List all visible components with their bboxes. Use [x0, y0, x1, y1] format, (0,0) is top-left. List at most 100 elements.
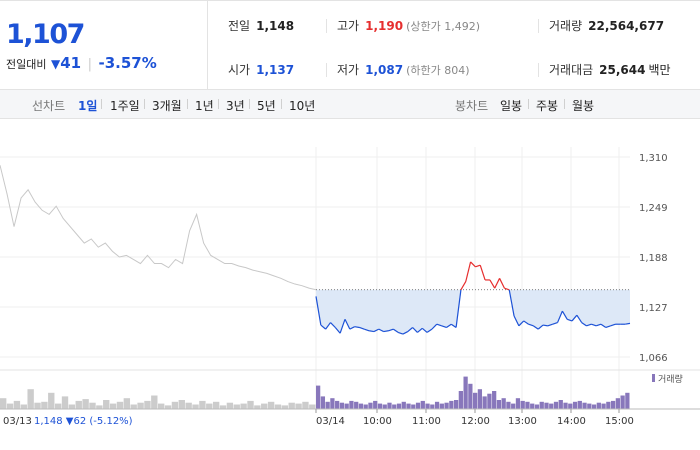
- today-line-segment: [407, 327, 414, 333]
- today-line-segment: [591, 323, 597, 327]
- prev-volume-bar: [219, 405, 227, 409]
- tab-daily-candle[interactable]: 일봉: [500, 99, 523, 113]
- tab-divider: [218, 99, 219, 109]
- today-line-segment: [625, 322, 631, 325]
- today-line-segment: [586, 323, 592, 327]
- prev-volume-bar: [54, 403, 62, 409]
- tab-divider: [144, 99, 145, 109]
- session-dividers: [315, 147, 620, 409]
- today-volume-bar: [425, 403, 430, 409]
- today-volume-bar: [430, 404, 435, 409]
- today-line-segment: [479, 265, 486, 281]
- prev-volume-bar: [171, 401, 179, 409]
- tab-weekly-candle[interactable]: 주봉: [536, 99, 559, 113]
- today-volume-bar: [335, 400, 340, 409]
- prev-volume-bar: [123, 398, 131, 409]
- today-line-segment: [533, 325, 539, 330]
- prev-volume-bar: [192, 404, 199, 409]
- today-volume-bar: [563, 402, 568, 409]
- today-line-segment: [315, 296, 322, 326]
- tab-10year[interactable]: 10년: [289, 99, 316, 113]
- volume-legend: 거래량: [652, 373, 683, 385]
- change-rate: -3.57%: [98, 54, 157, 72]
- tab-monthly-candle[interactable]: 월봉: [572, 99, 595, 113]
- today-line-segment: [320, 324, 327, 330]
- today-volume-bar: [477, 389, 483, 409]
- today-volume-bar: [344, 403, 349, 409]
- today-volume-bar: [530, 403, 535, 409]
- today-volume-bar: [539, 401, 544, 409]
- prev-volume-bar: [0, 398, 7, 409]
- today-volume-bar: [420, 400, 425, 409]
- prev-volume-bar: [212, 401, 220, 409]
- x-tick-label: 11:00: [412, 416, 441, 427]
- tab-1day[interactable]: 1일: [78, 99, 98, 113]
- tab-1year[interactable]: 1년: [195, 99, 214, 113]
- today-line-segment: [513, 315, 520, 327]
- today-volume-bar: [496, 400, 502, 409]
- prev-volume-bar: [130, 404, 137, 409]
- y-tick-label: 1,310: [639, 153, 668, 164]
- prev-close-cell: 전일 1,148: [228, 17, 294, 34]
- prev-close-label: 전일: [228, 19, 251, 33]
- tab-divider: [101, 99, 102, 109]
- chart-tabs-bar: 선차트 1일 1주일 3개월 1년 3년 5년 10년 봉차트 일봉 주봉 월봉: [0, 90, 700, 119]
- today-line-segment: [426, 328, 433, 333]
- tab-3month[interactable]: 3개월: [152, 99, 182, 113]
- prev-volume-bar: [103, 400, 110, 409]
- prev-volume-bar: [281, 405, 289, 409]
- amount-label: 거래대금: [549, 63, 594, 77]
- today-line-segment: [610, 323, 616, 327]
- today-line-segment: [494, 278, 501, 289]
- today-volume-bar: [406, 403, 411, 409]
- today-volume-bar: [492, 391, 497, 409]
- tab-1week[interactable]: 1주일: [110, 99, 140, 113]
- today-volume-bar: [591, 404, 597, 409]
- today-volume-bar: [363, 404, 368, 409]
- prev-volume-bar: [6, 403, 14, 409]
- current-price: 1,107: [6, 19, 85, 50]
- volume-label: 거래량: [549, 19, 583, 33]
- today-line-segment: [373, 328, 380, 333]
- today-volume-bar: [449, 400, 454, 409]
- y-tick-label: 1,127: [639, 303, 668, 314]
- today-line-segment: [547, 323, 553, 327]
- divider: [538, 63, 539, 77]
- prev-volume-bar: [34, 402, 41, 409]
- x-tick-label: 14:00: [557, 416, 586, 427]
- tab-3year[interactable]: 3년: [226, 99, 245, 113]
- y-axis-ticks: 1,310 1,249 1,188 1,127 1,066: [639, 153, 668, 364]
- tab-divider: [249, 99, 250, 109]
- today-line-segment: [334, 327, 341, 334]
- lower-limit: (하한가 804): [406, 64, 470, 77]
- today-volume-bar: [520, 400, 525, 409]
- price-chart[interactable]: 1,310 1,249 1,188 1,127 1,066 거래량 03/14 10:00…: [0, 120, 700, 450]
- today-volume-bar: [377, 403, 383, 409]
- today-volume-bar: [330, 398, 335, 409]
- today-volume-bar: [373, 400, 378, 409]
- today-volume-bar: [368, 402, 373, 409]
- today-volume-bar: [396, 403, 402, 409]
- today-volume-bar: [572, 401, 578, 409]
- today-volume-bar: [577, 400, 582, 409]
- today-volume-bar: [316, 385, 321, 409]
- today-line-segment: [561, 310, 568, 320]
- prev-volume-bar: [96, 405, 103, 409]
- volume-cell: 거래량 22,564,677: [549, 17, 664, 34]
- x-tick-label: 03/14: [316, 416, 345, 427]
- today-volume-bar: [401, 401, 406, 409]
- today-volume-bar: [553, 401, 559, 409]
- x-tick-label: 13:00: [508, 416, 537, 427]
- change-divider: |: [87, 57, 92, 72]
- today-volume-bar: [392, 404, 397, 409]
- open-cell: 시가 1,137: [228, 61, 294, 78]
- today-line-segment: [475, 264, 481, 268]
- today-line-segment: [392, 328, 399, 333]
- today-volume-bar: [596, 402, 601, 409]
- today-volume-bar: [615, 398, 620, 409]
- today-volume-bar: [601, 403, 606, 409]
- tab-5year[interactable]: 5년: [257, 99, 276, 113]
- today-volume-bar: [468, 383, 473, 409]
- today-volume-bar: [625, 392, 630, 409]
- prev-volume-bar: [27, 389, 34, 409]
